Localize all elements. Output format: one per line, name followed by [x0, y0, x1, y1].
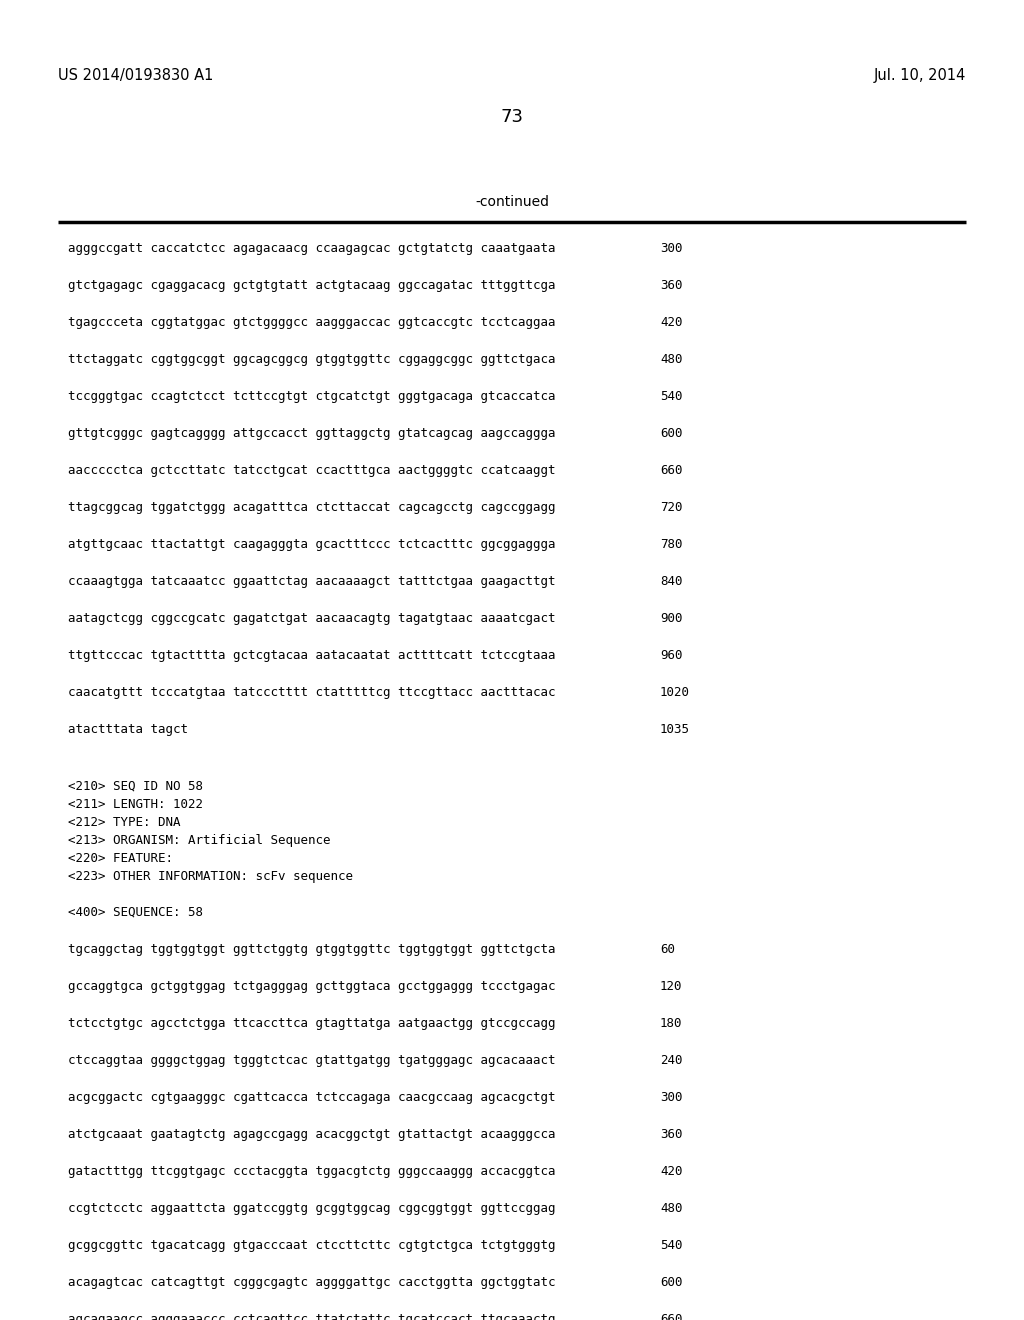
Text: 300: 300 — [660, 242, 683, 255]
Text: atactttata tagct: atactttata tagct — [68, 723, 188, 737]
Text: aatagctcgg cggccgcatc gagatctgat aacaacagtg tagatgtaac aaaatcgact: aatagctcgg cggccgcatc gagatctgat aacaaca… — [68, 612, 555, 624]
Text: 600: 600 — [660, 1276, 683, 1290]
Text: 300: 300 — [660, 1092, 683, 1104]
Text: ttagcggcag tggatctggg acagatttca ctcttaccat cagcagcctg cagccggagg: ttagcggcag tggatctggg acagatttca ctcttac… — [68, 502, 555, 513]
Text: 780: 780 — [660, 539, 683, 550]
Text: 420: 420 — [660, 315, 683, 329]
Text: -continued: -continued — [475, 195, 549, 209]
Text: <212> TYPE: DNA: <212> TYPE: DNA — [68, 816, 180, 829]
Text: gttgtcgggc gagtcagggg attgccacct ggttaggctg gtatcagcag aagccaggga: gttgtcgggc gagtcagggg attgccacct ggttagg… — [68, 426, 555, 440]
Text: 180: 180 — [660, 1016, 683, 1030]
Text: 73: 73 — [501, 108, 523, 125]
Text: tctcctgtgc agcctctgga ttcaccttca gtagttatga aatgaactgg gtccgccagg: tctcctgtgc agcctctgga ttcaccttca gtagtta… — [68, 1016, 555, 1030]
Text: tccgggtgac ccagtctcct tcttccgtgt ctgcatctgt gggtgacaga gtcaccatca: tccgggtgac ccagtctcct tcttccgtgt ctgcatc… — [68, 389, 555, 403]
Text: 900: 900 — [660, 612, 683, 624]
Text: ctccaggtaa ggggctggag tgggtctcac gtattgatgg tgatgggagc agcacaaact: ctccaggtaa ggggctggag tgggtctcac gtattga… — [68, 1053, 555, 1067]
Text: ccgtctcctc aggaattcta ggatccggtg gcggtggcag cggcggtggt ggttccggag: ccgtctcctc aggaattcta ggatccggtg gcggtgg… — [68, 1203, 555, 1214]
Text: gatactttgg ttcggtgagc ccctacggta tggacgtctg gggccaaggg accacggtca: gatactttgg ttcggtgagc ccctacggta tggacgt… — [68, 1166, 555, 1177]
Text: Jul. 10, 2014: Jul. 10, 2014 — [873, 69, 966, 83]
Text: 240: 240 — [660, 1053, 683, 1067]
Text: ttctaggatc cggtggcggt ggcagcggcg gtggtggttc cggaggcggc ggttctgaca: ttctaggatc cggtggcggt ggcagcggcg gtggtgg… — [68, 352, 555, 366]
Text: atgttgcaac ttactattgt caagagggta gcactttccc tctcactttc ggcggaggga: atgttgcaac ttactattgt caagagggta gcacttt… — [68, 539, 555, 550]
Text: 600: 600 — [660, 426, 683, 440]
Text: acagagtcac catcagttgt cgggcgagtc aggggattgc cacctggtta ggctggtatc: acagagtcac catcagttgt cgggcgagtc aggggat… — [68, 1276, 555, 1290]
Text: <400> SEQUENCE: 58: <400> SEQUENCE: 58 — [68, 906, 203, 919]
Text: 660: 660 — [660, 465, 683, 477]
Text: <223> OTHER INFORMATION: scFv sequence: <223> OTHER INFORMATION: scFv sequence — [68, 870, 353, 883]
Text: 480: 480 — [660, 1203, 683, 1214]
Text: gccaggtgca gctggtggag tctgagggag gcttggtaca gcctggaggg tccctgagac: gccaggtgca gctggtggag tctgagggag gcttggt… — [68, 979, 555, 993]
Text: 540: 540 — [660, 1239, 683, 1251]
Text: 480: 480 — [660, 352, 683, 366]
Text: US 2014/0193830 A1: US 2014/0193830 A1 — [58, 69, 213, 83]
Text: <211> LENGTH: 1022: <211> LENGTH: 1022 — [68, 799, 203, 810]
Text: aaccccctca gctccttatc tatcctgcat ccactttgca aactggggtc ccatcaaggt: aaccccctca gctccttatc tatcctgcat ccacttt… — [68, 465, 555, 477]
Text: gcggcggttc tgacatcagg gtgacccaat ctccttcttc cgtgtctgca tctgtgggtg: gcggcggttc tgacatcagg gtgacccaat ctccttc… — [68, 1239, 555, 1251]
Text: 1020: 1020 — [660, 686, 690, 700]
Text: 960: 960 — [660, 649, 683, 663]
Text: tgcaggctag tggtggtggt ggttctggtg gtggtggttc tggtggtggt ggttctgcta: tgcaggctag tggtggtggt ggttctggtg gtggtgg… — [68, 942, 555, 956]
Text: 420: 420 — [660, 1166, 683, 1177]
Text: acgcggactc cgtgaagggc cgattcacca tctccagaga caacgccaag agcacgctgt: acgcggactc cgtgaagggc cgattcacca tctccag… — [68, 1092, 555, 1104]
Text: caacatgttt tcccatgtaa tatccctttt ctatttttcg ttccgttacc aactttacac: caacatgttt tcccatgtaa tatccctttt ctatttt… — [68, 686, 555, 700]
Text: 60: 60 — [660, 942, 675, 956]
Text: ccaaagtgga tatcaaatcc ggaattctag aacaaaagct tatttctgaa gaagacttgt: ccaaagtgga tatcaaatcc ggaattctag aacaaaa… — [68, 576, 555, 587]
Text: tgagccceta cggtatggac gtctggggcc aagggaccac ggtcaccgtc tcctcaggaa: tgagccceta cggtatggac gtctggggcc aagggac… — [68, 315, 555, 329]
Text: 1035: 1035 — [660, 723, 690, 737]
Text: <210> SEQ ID NO 58: <210> SEQ ID NO 58 — [68, 780, 203, 793]
Text: gtctgagagc cgaggacacg gctgtgtatt actgtacaag ggccagatac tttggttcga: gtctgagagc cgaggacacg gctgtgtatt actgtac… — [68, 279, 555, 292]
Text: 360: 360 — [660, 1129, 683, 1140]
Text: ttgttcccac tgtactttta gctcgtacaa aatacaatat acttttcatt tctccgtaaa: ttgttcccac tgtactttta gctcgtacaa aatacaa… — [68, 649, 555, 663]
Text: 120: 120 — [660, 979, 683, 993]
Text: 840: 840 — [660, 576, 683, 587]
Text: 720: 720 — [660, 502, 683, 513]
Text: agcagaagcc agggaaaccc cctcagttcc ttatctattc tgcatccact ttgcaaactg: agcagaagcc agggaaaccc cctcagttcc ttatcta… — [68, 1313, 555, 1320]
Text: 660: 660 — [660, 1313, 683, 1320]
Text: 540: 540 — [660, 389, 683, 403]
Text: 360: 360 — [660, 279, 683, 292]
Text: <213> ORGANISM: Artificial Sequence: <213> ORGANISM: Artificial Sequence — [68, 834, 331, 847]
Text: atctgcaaat gaatagtctg agagccgagg acacggctgt gtattactgt acaagggcca: atctgcaaat gaatagtctg agagccgagg acacggc… — [68, 1129, 555, 1140]
Text: <220> FEATURE:: <220> FEATURE: — [68, 851, 173, 865]
Text: agggccgatt caccatctcc agagacaacg ccaagagcac gctgtatctg caaatgaata: agggccgatt caccatctcc agagacaacg ccaagag… — [68, 242, 555, 255]
